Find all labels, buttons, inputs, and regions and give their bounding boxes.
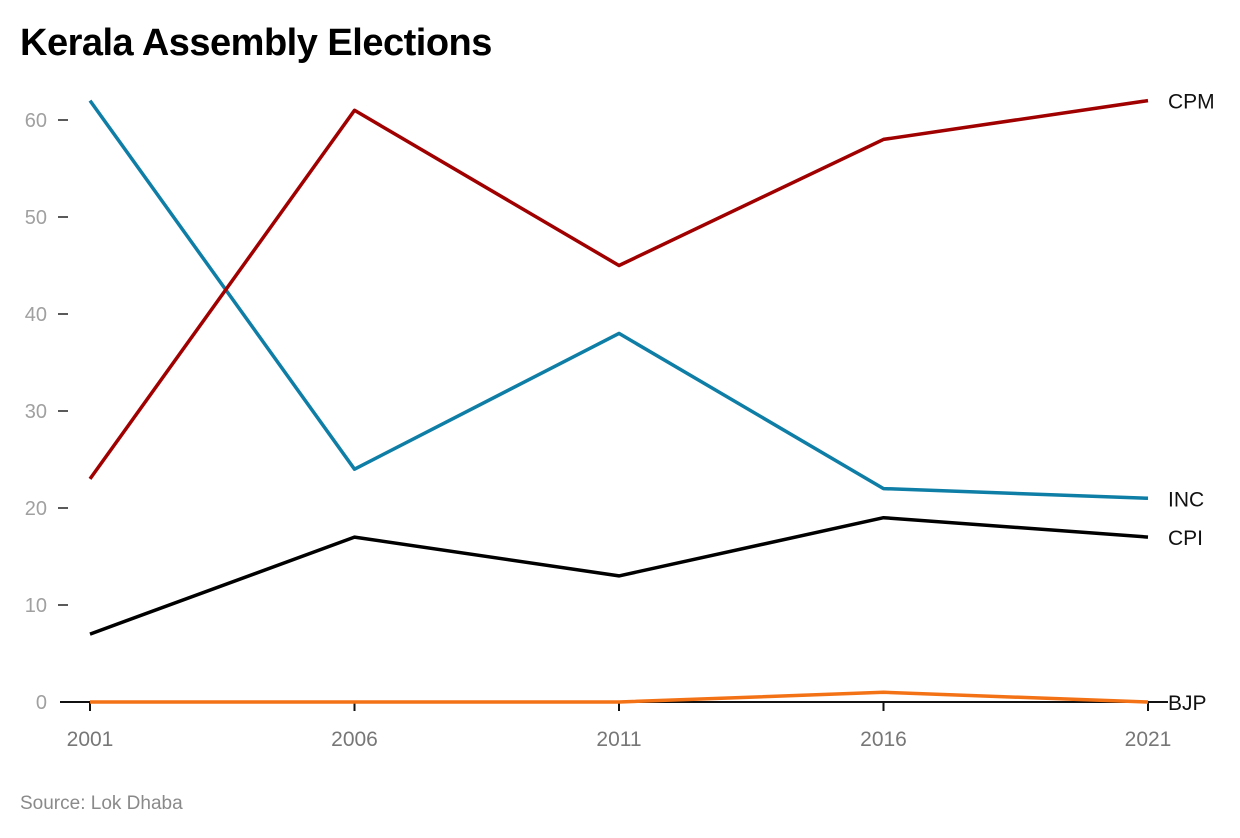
series-line-cpi — [89, 515, 1149, 636]
series-label-bjp: BJP — [1168, 692, 1207, 715]
x-tick-label: 2016 — [860, 728, 907, 751]
y-tick-label: 0 — [36, 692, 47, 714]
chart-title: Kerala Assembly Elections — [20, 22, 492, 64]
x-tick-label: 2001 — [67, 728, 114, 751]
y-tick-label: 40 — [25, 304, 47, 326]
y-tick-label: 10 — [25, 595, 47, 617]
x-tick-label: 2006 — [331, 728, 378, 751]
series-line-cpm — [88, 98, 1149, 480]
series-label-cpi: CPI — [1168, 527, 1203, 550]
x-tick-label: 2011 — [596, 728, 641, 751]
series-line-inc — [88, 99, 1149, 501]
y-tick-label: 30 — [25, 401, 47, 423]
series-label-cpm: CPM — [1168, 91, 1215, 114]
y-tick-label: 20 — [25, 498, 47, 520]
y-tick-label: 50 — [25, 207, 47, 229]
y-tick-label: 60 — [25, 110, 47, 132]
series-line-bjp — [90, 690, 1149, 704]
series-label-inc: INC — [1168, 488, 1204, 511]
x-tick-label: 2021 — [1125, 728, 1172, 751]
source-note: Source: Lok Dhaba — [20, 793, 183, 814]
